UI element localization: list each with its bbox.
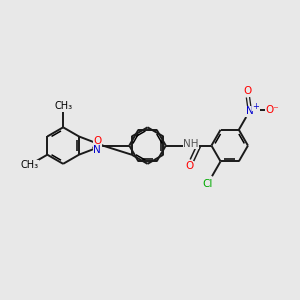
Text: N: N [94, 145, 101, 155]
Text: O: O [244, 86, 252, 96]
Text: O: O [185, 161, 194, 171]
Text: O⁻: O⁻ [265, 105, 279, 115]
Text: O: O [93, 136, 101, 146]
Text: Cl: Cl [202, 178, 213, 189]
Text: CH₃: CH₃ [20, 160, 38, 170]
Text: N: N [245, 106, 253, 116]
Text: NH: NH [183, 139, 199, 149]
Text: +: + [253, 102, 259, 111]
Text: CH₃: CH₃ [54, 101, 72, 111]
